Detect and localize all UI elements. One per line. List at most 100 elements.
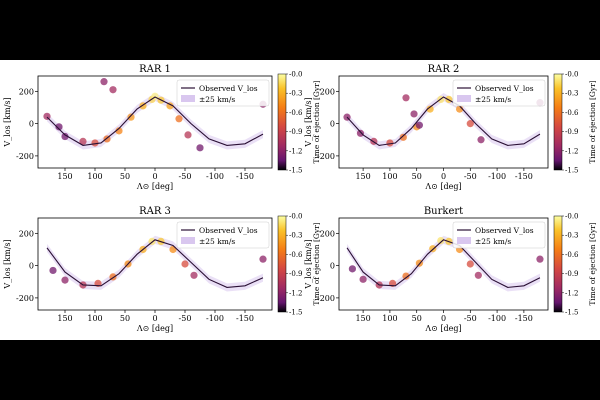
x-tick-label: 50 [120, 314, 130, 323]
x-tick-label: 150 [57, 172, 72, 181]
x-tick-label: 150 [355, 314, 370, 323]
colorbar-tick-label: -0.3 [289, 232, 303, 240]
x-axis-label: Λ⊙ [deg] [136, 182, 173, 191]
x-axis-label: Λ⊙ [deg] [136, 324, 173, 333]
particle-point [184, 131, 192, 139]
particle-point [43, 112, 51, 120]
colorbar-tick-label: -0.9 [289, 128, 303, 136]
particle-point [474, 271, 482, 279]
particle-point [437, 236, 445, 245]
plot-area [46, 235, 267, 292]
x-tick-label: -50 [179, 314, 192, 323]
y-axis-label: V_los [km/s] [304, 97, 313, 147]
x-tick-label: 0 [152, 172, 157, 181]
x-tick-label: -100 [206, 172, 224, 181]
y-tick-label: 200 [19, 87, 34, 96]
x-tick-label: 100 [87, 314, 102, 323]
y-tick-label: 0 [330, 262, 335, 271]
particle-point [196, 144, 204, 152]
colorbar [553, 215, 563, 313]
x-tick-label: 50 [412, 172, 422, 181]
particle-point [348, 265, 356, 273]
subplot-title: RAR 3 [139, 206, 171, 217]
colorbar-tick-label: -0.9 [565, 270, 579, 278]
colorbar-tick-label: -1.5 [289, 309, 303, 317]
colorbar-tick-label: -0.6 [289, 109, 303, 117]
particle-point [415, 121, 423, 129]
observed-curve [346, 239, 541, 288]
particle-point [426, 105, 434, 113]
x-tick-label: -150 [515, 172, 533, 181]
x-tick-label: -50 [179, 172, 192, 181]
x-tick-label: 0 [441, 172, 446, 181]
legend-label: ±25 km/s [199, 95, 235, 104]
particle-point [175, 115, 183, 123]
legend-box [452, 221, 546, 249]
observed-curve [346, 96, 541, 146]
colorbar-tick-label: -0.6 [565, 251, 579, 259]
particle-point [356, 129, 365, 137]
colorbar-tick-label: -0.0 [289, 213, 303, 221]
observed-band [47, 92, 263, 150]
y-axis-label: V_los [km/s] [304, 239, 313, 289]
colorbar-tick-label: -0.6 [565, 109, 579, 117]
x-tick-label: -50 [464, 314, 477, 323]
colorbar-tick-label: -0.6 [289, 251, 303, 259]
x-tick-label: 100 [382, 314, 397, 323]
subplot-title: RAR 2 [428, 64, 460, 75]
colorbar-label: Time of ejection [Gyr] [588, 80, 597, 163]
legend-box [176, 79, 270, 107]
particle-point [109, 86, 117, 94]
legend-band-swatch [457, 95, 471, 102]
subplot: RAR 1 150 100 50 0 -50 -100 -150 Λ⊙ [deg] 200 0 -20… [3, 64, 321, 191]
x-tick-label: 100 [87, 172, 102, 181]
particle-point [61, 132, 69, 141]
colorbar-label: Time of ejection [Gyr] [588, 222, 597, 305]
subplot: RAR 2 150 100 50 0 -50 -100 -150 Λ⊙ [deg] 200 0 -20… [304, 64, 597, 191]
x-tick-label: 150 [355, 172, 370, 181]
figure-svg: RAR 1 150 100 50 0 -50 -100 -150 Λ⊙ [deg] 200 0 -20… [3, 64, 597, 333]
x-tick-label: 50 [412, 314, 422, 323]
x-axis-label: Λ⊙ [deg] [424, 182, 461, 191]
particle-point [410, 110, 418, 118]
y-tick-label: 200 [320, 87, 335, 96]
x-tick-label: 0 [152, 314, 157, 323]
colorbar-tick-label: -1.5 [289, 167, 303, 175]
particle-point [169, 245, 177, 254]
legend-band-swatch [181, 95, 195, 102]
particle-point [259, 255, 267, 263]
colorbar-tick-label: -0.9 [565, 128, 579, 136]
particle-point [49, 266, 57, 275]
y-tick-label: 200 [320, 229, 335, 238]
subplot-title: RAR 1 [139, 64, 171, 75]
colorbar-tick-label: -1.2 [289, 147, 303, 155]
particle-point [466, 120, 474, 128]
observed-band [347, 235, 540, 292]
particle-point [399, 133, 407, 141]
legend-label: Observed V_los [475, 84, 534, 93]
y-tick-label: 0 [29, 120, 34, 129]
y-tick-label: -200 [16, 152, 34, 161]
particle-point [181, 260, 189, 268]
particle-point [477, 136, 485, 144]
y-tick-label: 0 [330, 120, 335, 129]
particle-point [402, 272, 410, 280]
particle-point [100, 78, 108, 86]
colorbar-tick-label: -0.3 [565, 232, 579, 240]
x-tick-label: 50 [120, 172, 130, 181]
colorbar-tick-label: -1.2 [565, 289, 579, 297]
x-tick-label: -100 [206, 314, 224, 323]
colorbar-tick-label: -0.0 [289, 71, 303, 79]
x-tick-label: -150 [515, 314, 533, 323]
colorbar-tick-label: -0.3 [565, 90, 579, 98]
y-axis-label: V_los [km/s] [3, 239, 12, 289]
x-tick-label: 0 [441, 314, 446, 323]
x-tick-label: 100 [382, 172, 397, 181]
observed-band [47, 235, 263, 292]
plot-area [43, 78, 267, 152]
legend-label: Observed V_los [199, 84, 258, 93]
legend-box [176, 221, 270, 249]
y-tick-label: 0 [29, 262, 34, 271]
colorbar-tick-label: -0.0 [565, 213, 579, 221]
x-tick-label: 150 [57, 314, 72, 323]
